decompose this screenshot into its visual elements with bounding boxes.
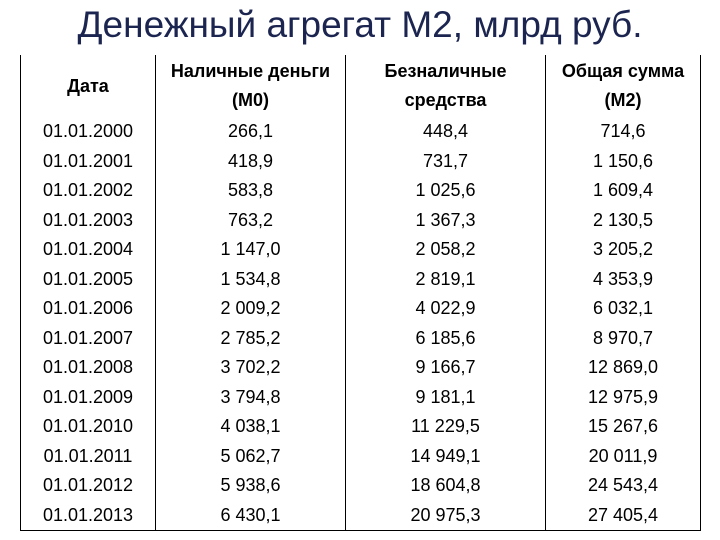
- header-text: (М0): [232, 90, 269, 110]
- value-cell: 4 022,9: [345, 294, 546, 324]
- value-cell: 2 058,2: [345, 235, 546, 265]
- slide-title: Денежный агрегат М2, млрд руб.: [77, 4, 643, 45]
- table-row: 01.01.2005 1 534,8 2 819,1 4 353,9: [21, 264, 701, 294]
- value-cell: 9 181,1: [345, 382, 546, 412]
- table-row: 01.01.2012 5 938,6 18 604,8 24 543,4: [21, 471, 701, 501]
- header-text: Дата: [67, 75, 109, 96]
- value-cell: 12 869,0: [545, 353, 701, 383]
- header-text: Наличные деньги: [170, 61, 331, 81]
- table-row: 01.01.2006 2 009,2 4 022,9 6 032,1: [21, 294, 701, 324]
- data-table: Дата Наличные деньги (М0) Безналичные средст…: [20, 55, 701, 531]
- value-cell: 3 702,2: [155, 353, 346, 383]
- value-cell: 763,2: [155, 205, 346, 235]
- date-cell: 01.01.2007: [42, 327, 134, 348]
- value-cell: 20 011,9: [545, 441, 701, 471]
- value-cell: 583,8: [155, 176, 346, 206]
- value-cell: 6 185,6: [345, 323, 546, 353]
- date-cell: 01.01.2009: [42, 386, 134, 407]
- value-cell: 418,9: [155, 146, 346, 176]
- value-cell: 27 405,4: [545, 500, 701, 531]
- table-body: 01.01.2000 266,1 448,4 714,6 01.01.2001 418,9…: [21, 117, 701, 531]
- table-row: 01.01.2003 763,2 1 367,3 2 130,5: [21, 205, 701, 235]
- header-cell: Общая сумма (М2): [545, 55, 701, 117]
- table-row: 01.01.2007 2 785,2 6 185,6 8 970,7: [21, 323, 701, 353]
- date-cell: 01.01.2011: [43, 445, 133, 466]
- value-cell: 266,1: [155, 117, 346, 147]
- value-cell: 9 166,7: [345, 353, 546, 383]
- header-text: Безналичные: [384, 61, 507, 81]
- value-cell: 8 970,7: [545, 323, 701, 353]
- table-row: 01.01.2000 266,1 448,4 714,6: [21, 117, 701, 147]
- date-cell: 01.01.2012: [42, 475, 134, 496]
- value-cell: 12 975,9: [545, 382, 701, 412]
- value-cell: 2 819,1: [345, 264, 546, 294]
- value-cell: 3 205,2: [545, 235, 701, 265]
- date-cell: 01.01.2008: [42, 357, 134, 378]
- header-text: Общая сумма: [561, 61, 685, 81]
- value-cell: 1 609,4: [545, 176, 701, 206]
- value-cell: 4 038,1: [155, 412, 346, 442]
- value-cell: 11 229,5: [345, 412, 546, 442]
- value-cell: 731,7: [345, 146, 546, 176]
- value-cell: 1 367,3: [345, 205, 546, 235]
- value-cell: 6 430,1: [155, 500, 346, 531]
- value-cell: 448,4: [345, 117, 546, 147]
- value-cell: 1 025,6: [345, 176, 546, 206]
- date-cell: 01.01.2006: [42, 298, 134, 319]
- date-cell: 01.01.2001: [42, 150, 134, 171]
- value-cell: 18 604,8: [345, 471, 546, 501]
- header-cell: Безналичные средства: [345, 55, 546, 117]
- value-cell: 24 543,4: [545, 471, 701, 501]
- value-cell: 20 975,3: [345, 500, 546, 531]
- value-cell: 4 353,9: [545, 264, 701, 294]
- value-cell: 5 938,6: [155, 471, 346, 501]
- table-row: 01.01.2011 5 062,7 14 949,1 20 011,9: [21, 441, 701, 471]
- header-cell: Дата: [21, 55, 156, 117]
- date-cell: 01.01.2003: [42, 209, 134, 230]
- date-cell: 01.01.2010: [42, 416, 134, 437]
- table-row: 01.01.2002 583,8 1 025,6 1 609,4: [21, 176, 701, 206]
- value-cell: 1 150,6: [545, 146, 701, 176]
- value-cell: 714,6: [545, 117, 701, 147]
- table-row: 01.01.2010 4 038,1 11 229,5 15 267,6: [21, 412, 701, 442]
- value-cell: 2 785,2: [155, 323, 346, 353]
- date-cell: 01.01.2002: [42, 180, 134, 201]
- date-cell: 01.01.2000: [42, 121, 134, 142]
- value-cell: 1 147,0: [155, 235, 346, 265]
- table-row: 01.01.2004 1 147,0 2 058,2 3 205,2: [21, 235, 701, 265]
- value-cell: 14 949,1: [345, 441, 546, 471]
- table-row: 01.01.2009 3 794,8 9 181,1 12 975,9: [21, 382, 701, 412]
- value-cell: 1 534,8: [155, 264, 346, 294]
- value-cell: 6 032,1: [545, 294, 701, 324]
- header-cell: Наличные деньги (М0): [155, 55, 346, 117]
- value-cell: 5 062,7: [155, 441, 346, 471]
- header-row: Дата Наличные деньги (М0) Безналичные средст…: [21, 55, 701, 117]
- table-row: 01.01.2008 3 702,2 9 166,7 12 869,0: [21, 353, 701, 383]
- table-row: 01.01.2013 6 430,1 20 975,3 27 405,4: [21, 500, 701, 531]
- value-cell: 3 794,8: [155, 382, 346, 412]
- value-cell: 2 009,2: [155, 294, 346, 324]
- table-row: 01.01.2001 418,9 731,7 1 150,6: [21, 146, 701, 176]
- value-cell: 2 130,5: [545, 205, 701, 235]
- date-cell: 01.01.2013: [42, 504, 134, 525]
- date-cell: 01.01.2004: [42, 239, 134, 260]
- header-text: (М2): [604, 90, 642, 110]
- date-cell: 01.01.2005: [42, 268, 134, 289]
- header-text: средства: [404, 90, 487, 110]
- value-cell: 15 267,6: [545, 412, 701, 442]
